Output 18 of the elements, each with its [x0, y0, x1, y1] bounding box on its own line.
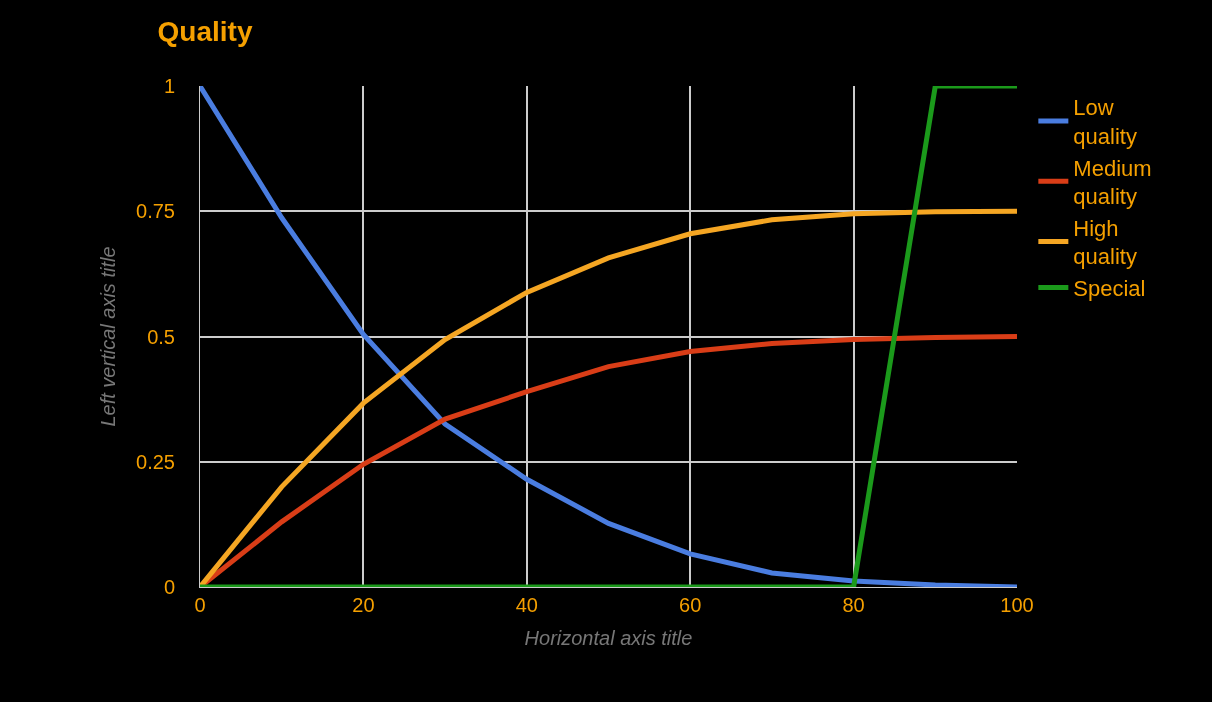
x-tick-label: 40: [515, 594, 538, 616]
legend-label: Low quality: [1073, 95, 1137, 149]
x-tick-label: 80: [842, 594, 865, 616]
legend-label: Medium quality: [1073, 155, 1152, 210]
x-tick-label: 100: [1000, 594, 1034, 616]
legend-label: Special: [1073, 275, 1146, 301]
x-tick-label: 0: [194, 594, 206, 616]
y-tick-label: 0.5: [147, 325, 175, 348]
y-tick-label: 0: [163, 576, 175, 598]
chart-title: Quality: [157, 15, 253, 47]
x-axis-title: Horizontal axis title: [524, 626, 693, 649]
y-tick-label: 1: [163, 75, 175, 97]
y-tick-label: 0.25: [136, 450, 175, 473]
y-tick-label: 0.75: [136, 200, 175, 223]
y-axis-title: Left vertical axis title: [96, 246, 119, 427]
x-tick-label: 60: [679, 594, 702, 616]
x-tick-label: 20: [352, 594, 375, 616]
legend-label: High quality: [1073, 215, 1137, 270]
